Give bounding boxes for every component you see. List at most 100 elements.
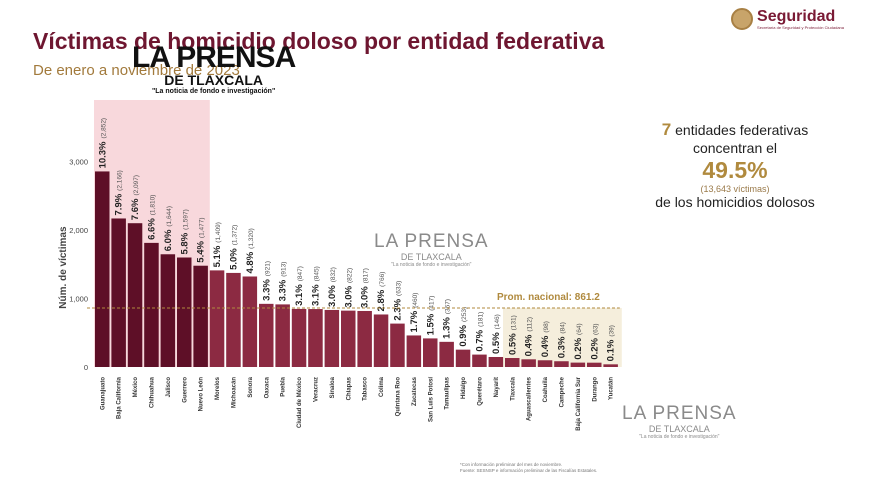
x-tick-label: Chihuahua	[149, 376, 155, 408]
bar-value-label: (845)	[313, 266, 320, 281]
bar-value-label: (921)	[264, 261, 271, 276]
bar-percent-label: 2.3%	[392, 298, 403, 320]
bar-data-label: 3.0% (832)	[327, 267, 338, 307]
bar-percent-label: 1.7%	[409, 310, 420, 332]
bar-value-label: (39)	[609, 325, 616, 337]
bar	[390, 323, 405, 367]
bar	[472, 354, 487, 367]
bar-percent-label: 2.8%	[376, 289, 387, 311]
y-tick-label: 3,000	[69, 157, 88, 166]
bar	[324, 309, 340, 367]
bar-data-label: 10.3% (2,852)	[97, 118, 108, 169]
footnote-line2: Fuente: SESNSP e información preliminar …	[460, 468, 598, 473]
y-tick-label: 1,000	[69, 294, 88, 303]
bar-data-label: 6.0% (1,644)	[163, 206, 174, 251]
bar-value-label: (2,852)	[100, 118, 107, 139]
bar	[308, 309, 323, 367]
bar-value-label: (1,810)	[149, 195, 156, 216]
bar-value-label: (2,166)	[117, 170, 124, 191]
bar-data-label: 7.9% (2,166)	[114, 170, 125, 215]
x-tick-label: Coahuila	[543, 376, 549, 402]
bar-value-label: (847)	[297, 266, 304, 281]
bar-percent-label: 3.0%	[343, 285, 354, 307]
x-tick-label: Morelos	[215, 376, 221, 400]
footnote-line1: *Con información preliminar del mes de n…	[460, 462, 563, 467]
bar	[341, 310, 356, 367]
x-tick-label: Yucatán	[609, 377, 615, 400]
bar-data-label: 0.2% (63)	[589, 323, 600, 359]
bar-data-label: 0.4% (112)	[524, 317, 535, 356]
bar-value-label: (1,372)	[231, 225, 238, 246]
bar-percent-label: 3.3%	[261, 279, 272, 301]
bar-value-label: (1,320)	[248, 228, 255, 249]
bar-data-label: 3.3% (913)	[278, 262, 289, 302]
bar-data-label: 3.1% (847)	[294, 266, 305, 306]
bar-percent-label: 3.1%	[310, 284, 321, 306]
bar-value-label: (1,597)	[182, 209, 189, 230]
x-tick-label: Chiapas	[346, 376, 352, 400]
bar-value-label: (98)	[543, 321, 550, 333]
bar-value-label: (633)	[395, 281, 402, 296]
bar	[570, 362, 586, 367]
watermark-region: DE TLAXCALA	[400, 252, 462, 262]
bar-percent-label: 0.5%	[491, 332, 502, 354]
bar	[209, 270, 225, 367]
bar	[95, 171, 110, 367]
summary-line3: de los homicidios dolosos	[655, 194, 815, 210]
bar-data-label: 0.7% (181)	[474, 312, 485, 352]
bar	[177, 257, 192, 367]
bar	[587, 362, 602, 367]
bar-percent-label: 5.4%	[196, 241, 207, 263]
bar-percent-label: 3.3%	[278, 279, 289, 301]
x-tick-label: Baja California	[117, 376, 123, 419]
watermark-region: DE TLAXCALA	[648, 424, 710, 434]
x-tick-label: Nayarit	[494, 377, 500, 397]
x-tick-label: Zacatecas	[412, 376, 418, 406]
bar-data-label: 5.8% (1,597)	[179, 209, 190, 254]
bar-percent-label: 7.9%	[114, 193, 125, 215]
x-tick-label: Tlaxcala	[510, 376, 516, 400]
bar-data-label: 0.1% (39)	[606, 325, 617, 361]
y-axis-label: Núm. de víctimas	[58, 226, 69, 309]
bar-value-label: (63)	[592, 323, 599, 335]
bar-data-label: 1.5% (417)	[425, 296, 436, 336]
bar	[291, 308, 307, 367]
bar-data-label: 3.0% (817)	[360, 268, 371, 308]
bar	[423, 338, 438, 367]
bar-value-label: (181)	[477, 312, 484, 327]
bar-percent-label: 0.1%	[606, 339, 617, 361]
bar-data-label: 0.5% (131)	[507, 315, 518, 355]
bar	[193, 265, 208, 367]
bar	[537, 360, 553, 367]
x-tick-label: Jalisco	[166, 377, 172, 398]
bar	[406, 335, 422, 367]
y-tick-label: 0	[84, 363, 88, 372]
bar-value-label: (253)	[461, 307, 468, 322]
bar-percent-label: 3.0%	[360, 286, 371, 308]
bar	[160, 254, 176, 367]
bar	[373, 314, 389, 367]
page-title: Víctimas de homicidio doloso por entidad…	[33, 28, 605, 54]
watermark-name: LA PRENSA	[374, 231, 489, 252]
bar-data-label: 6.6% (1,810)	[146, 195, 157, 240]
x-tick-label: Puebla	[281, 376, 287, 396]
bar-data-label: 1.3% (367)	[442, 299, 453, 339]
bar-data-label: 0.5% (146)	[491, 314, 502, 354]
bar-data-label: 5.0% (1,372)	[228, 225, 239, 270]
watermark-region: DE TLAXCALA	[164, 72, 264, 88]
bar	[455, 349, 471, 367]
reference-band	[503, 307, 622, 367]
x-tick-label: Colima	[379, 376, 385, 397]
bar-percent-label: 6.0%	[163, 229, 174, 251]
bar-percent-label: 0.4%	[540, 335, 551, 357]
x-tick-label: Querétaro	[477, 377, 483, 406]
bar-value-label: (913)	[281, 262, 288, 277]
bar-percent-label: 0.2%	[589, 337, 600, 359]
bar	[144, 242, 159, 367]
bar-data-label: 0.2% (64)	[573, 323, 584, 359]
bar-percent-label: 6.6%	[146, 218, 157, 240]
bar-value-label: (1,644)	[166, 206, 173, 227]
summary-box: 7 entidades federativas concentran el 49…	[640, 120, 830, 210]
bar-value-label: (766)	[379, 272, 386, 287]
